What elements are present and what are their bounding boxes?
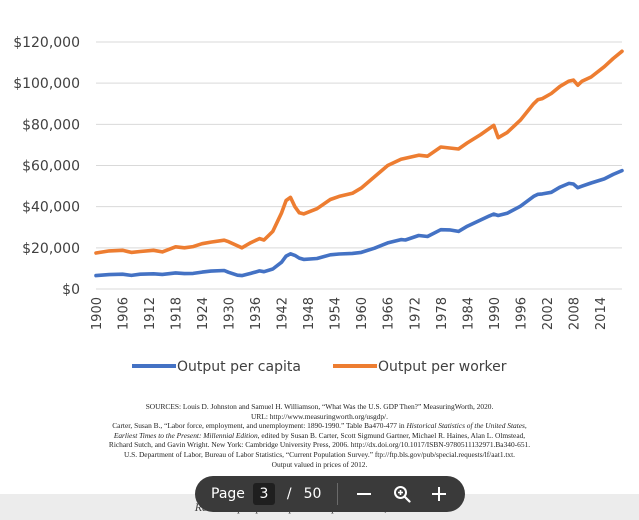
y-tick-label: $120,000 (13, 35, 80, 51)
x-tick-label: 1906 (117, 297, 132, 330)
total-pages: 50 (303, 486, 322, 502)
source-line: SOURCES: Louis D. Johnston and Samuel H.… (145, 402, 494, 411)
source-line: URL: http://www.measuringworth.org/usgdp… (251, 411, 388, 421)
x-tick-label: 1918 (170, 297, 185, 330)
y-tick-label: $80,000 (22, 117, 80, 133)
page-navigation-toolbar: Page 3 / 50 (195, 476, 465, 512)
page-separator: / (286, 486, 292, 502)
line-chart: $0 $20,000 $40,000 $60,000 $80,000 $100,000 $1… (13, 35, 624, 375)
current-page-input[interactable]: 3 (252, 483, 275, 505)
magnifier-icon (393, 486, 411, 503)
minus-icon (357, 493, 372, 495)
source-line: Earliest Times to the Present: Millennia… (113, 430, 526, 440)
x-tick-label: 1936 (249, 297, 264, 330)
x-tick-label: 1972 (408, 297, 423, 330)
legend-label: Output per worker (378, 359, 507, 375)
x-tick-label: 1966 (382, 297, 397, 330)
x-tick-label: 2008 (567, 297, 582, 330)
source-line: U.S. Department of Labor, Bureau of Labo… (123, 449, 516, 459)
x-tick-label: 1924 (196, 297, 211, 330)
toolbar-divider (337, 483, 339, 505)
x-tick-label: 1984 (461, 297, 476, 330)
series-lines (94, 49, 624, 278)
x-tick-label: 1978 (435, 297, 450, 330)
y-tick-label: $0 (62, 282, 80, 298)
source-line: Output valued in prices of 2012. (271, 459, 368, 469)
y-tick-label: $100,000 (13, 76, 80, 92)
series-line-output-per-worker (94, 49, 624, 255)
x-tick-label: 1900 (90, 297, 105, 330)
x-tick-label: 1942 (276, 297, 291, 330)
plus-icon (432, 487, 447, 501)
legend: Output per capita Output per worker (132, 359, 507, 375)
x-tick-label: 1930 (223, 297, 238, 330)
y-tick-label: $20,000 (22, 241, 80, 257)
x-tick-label: 1960 (355, 297, 370, 330)
x-tick-label: 1996 (514, 297, 529, 330)
x-axis-ticks: 1900 1906 1912 1918 1924 1930 1936 1942 1948 1954… (90, 297, 609, 330)
x-tick-label: 2002 (541, 297, 556, 330)
source-line: Richard Sutch, and Gavin Wright. New Yor… (108, 440, 531, 450)
source-line: Carter, Susan B., “Labor force, employme… (112, 421, 527, 431)
y-axis-ticks: $0 $20,000 $40,000 $60,000 $80,000 $100,000 $1… (13, 35, 80, 298)
x-tick-label: 2014 (594, 297, 609, 330)
x-tick-label: 1912 (143, 297, 158, 330)
x-tick-label: 1990 (488, 297, 503, 330)
zoom-in-button[interactable] (427, 481, 451, 507)
x-tick-label: 1954 (329, 297, 344, 330)
y-tick-label: $40,000 (22, 200, 80, 216)
zoom-reset-button[interactable] (390, 481, 414, 507)
sources-note: SOURCES: Louis D. Johnston and Samuel H.… (0, 402, 639, 469)
page-label: Page (211, 486, 245, 502)
legend-label: Output per capita (177, 359, 301, 375)
series-line-output-per-capita (94, 168, 624, 278)
y-tick-label: $60,000 (22, 159, 80, 175)
x-tick-label: 1948 (302, 297, 317, 330)
zoom-out-button[interactable] (352, 481, 376, 507)
